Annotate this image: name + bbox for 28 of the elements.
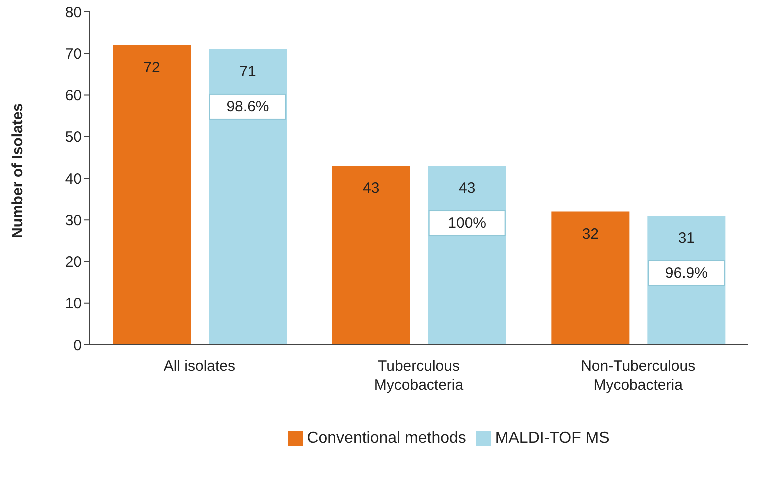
y-tick-label: 40 — [65, 170, 82, 188]
y-axis-title: Number of Isolates — [9, 103, 26, 238]
legend-label: MALDI-TOF MS — [495, 430, 610, 447]
legend-label: Conventional methods — [307, 430, 466, 447]
y-tick-label: 50 — [65, 129, 82, 146]
y-tick-label: 70 — [65, 46, 82, 63]
bar — [209, 49, 287, 345]
annotation: 98.6% — [226, 98, 270, 116]
x-tick-label: Tuberculous Mycobacteria — [374, 358, 464, 394]
data-label: 32 — [582, 226, 600, 243]
data-label: 43 — [458, 180, 476, 197]
x-tick-label: Non-Tuberculous Mycobacteria — [581, 358, 696, 394]
y-tick-label: 10 — [65, 296, 82, 313]
data-label: 31 — [678, 230, 696, 247]
y-tick-label: 30 — [65, 212, 82, 230]
annotation: 100% — [448, 214, 487, 232]
x-tick-label: All isolates — [164, 358, 236, 375]
data-label: 72 — [144, 59, 160, 76]
y-tick-label: 60 — [65, 88, 82, 105]
bar — [552, 212, 630, 345]
data-label: 71 — [240, 63, 256, 80]
data-label: 43 — [362, 180, 380, 197]
annotation: 96.9% — [665, 264, 708, 282]
bar — [113, 45, 191, 345]
bar — [332, 166, 410, 345]
y-tick-label: 0 — [74, 337, 82, 354]
y-tick-label: 20 — [65, 254, 82, 272]
y-tick-label: 80 — [65, 4, 82, 22]
